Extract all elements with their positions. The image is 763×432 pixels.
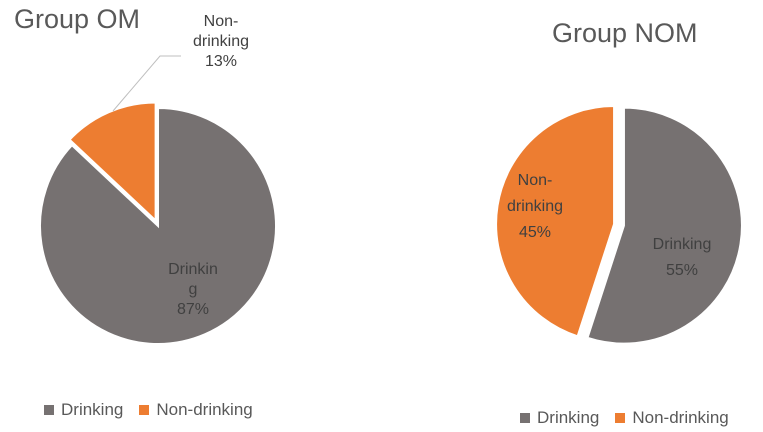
legend-swatch-non-drinking <box>615 413 626 423</box>
legend-item-non-drinking: Non-drinking <box>139 400 253 420</box>
chart-title: Group OM <box>14 4 141 34</box>
legend-item-non-drinking: Non-drinking <box>615 408 729 428</box>
chart-title: Group NOM <box>552 18 698 48</box>
legend: Drinking Non-drinking <box>520 408 745 428</box>
data-label-non-drinking: Non-drinking 45% <box>507 172 563 241</box>
legend-label: Non-drinking <box>632 408 729 427</box>
data-label-drinking: Drinking 55% <box>653 236 712 279</box>
chart-group-nom: Group NOM Drinking 55% Non-drinking 45% Dri… <box>380 0 763 432</box>
pie-chart-nom: Drinking 55% Non-drinking 45% <box>495 105 743 345</box>
legend-swatch-drinking <box>520 413 530 423</box>
legend-item-drinking: Drinking <box>520 408 599 428</box>
chart-group-om: Group OM Drinkin g 87% Non-drinking 13% Drin… <box>0 0 380 432</box>
legend-swatch-drinking <box>44 405 54 415</box>
label-leader-line <box>112 55 181 112</box>
pie-slice-drinking <box>586 106 743 345</box>
pie-slice-drinking <box>39 106 277 345</box>
pie-slice-non-drinking <box>68 101 157 223</box>
legend-item-drinking: Drinking <box>44 400 123 420</box>
pie-slice-non-drinking <box>495 105 616 338</box>
data-label-drinking: Drinkin g 87% <box>168 261 218 318</box>
legend-label: Drinking <box>61 400 124 419</box>
legend: Drinking Non-drinking <box>44 400 269 420</box>
legend-label: Non-drinking <box>156 400 253 419</box>
pie-chart-om: Drinkin g 87% Non-drinking 13% <box>39 13 277 345</box>
legend-swatch-non-drinking <box>139 405 150 415</box>
legend-label: Drinking <box>537 408 600 427</box>
data-label-non-drinking: Non-drinking 13% <box>193 13 249 70</box>
